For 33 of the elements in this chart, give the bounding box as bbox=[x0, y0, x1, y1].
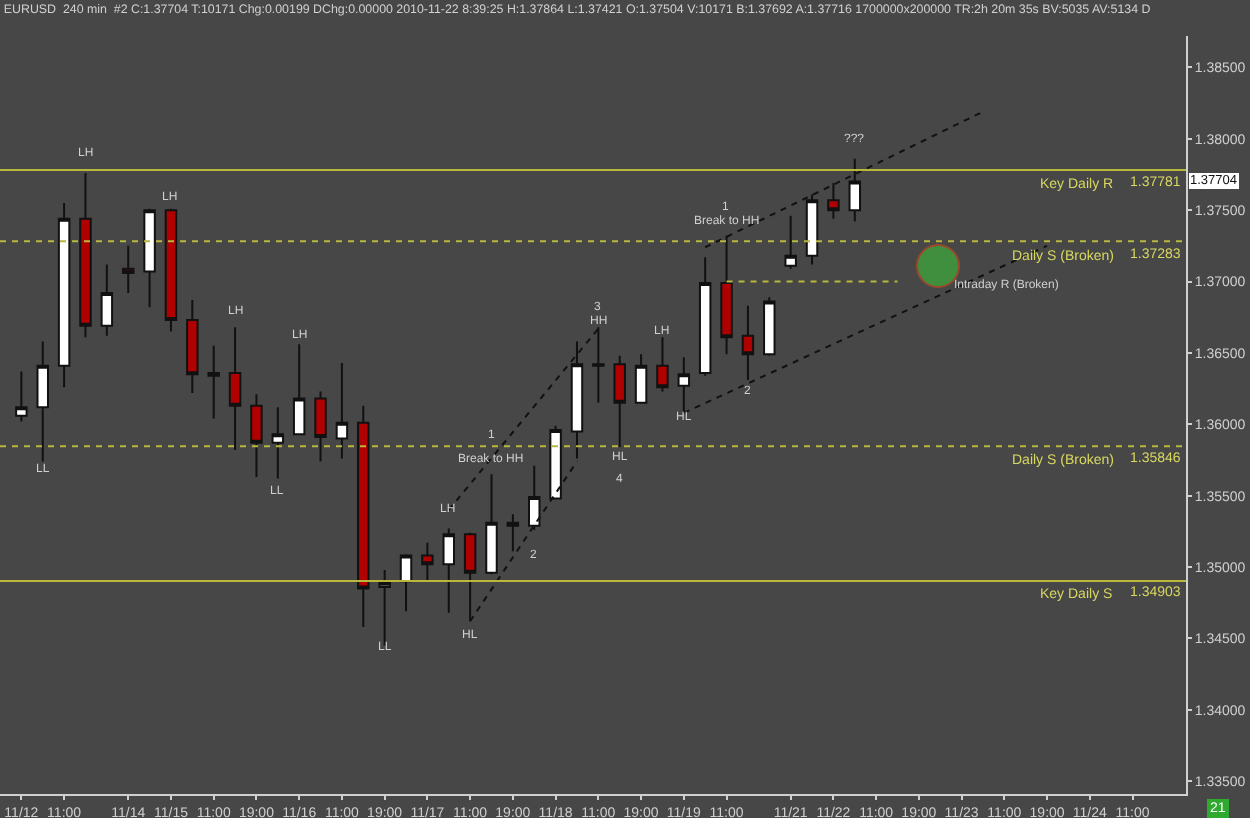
candlestick bbox=[57, 202, 71, 389]
candlestick bbox=[207, 344, 220, 420]
candlestick bbox=[634, 353, 648, 404]
candlestick bbox=[79, 172, 92, 339]
candlestick bbox=[143, 207, 156, 309]
candlestick bbox=[827, 182, 840, 220]
candlestick bbox=[763, 296, 776, 357]
candlestick bbox=[421, 541, 434, 583]
candlestick bbox=[485, 473, 498, 576]
candlestick bbox=[314, 390, 327, 463]
candlestick bbox=[271, 406, 285, 480]
candlestick bbox=[378, 568, 391, 647]
candlestick bbox=[186, 299, 199, 394]
candlestick bbox=[121, 244, 135, 294]
candlestick bbox=[570, 340, 584, 460]
candlestick bbox=[784, 214, 797, 270]
candlestick bbox=[698, 256, 712, 377]
candlestick bbox=[442, 527, 455, 614]
candlestick bbox=[15, 370, 28, 423]
candlestick bbox=[164, 207, 178, 333]
candlestick bbox=[848, 157, 862, 223]
candlestick bbox=[613, 354, 626, 449]
candlestick bbox=[399, 553, 413, 613]
candlestick bbox=[741, 304, 755, 382]
candlestick bbox=[656, 336, 669, 393]
candlestick bbox=[100, 263, 114, 337]
candlestick bbox=[506, 513, 520, 553]
candlestick bbox=[292, 343, 306, 436]
candlestick bbox=[250, 393, 263, 479]
candlestick bbox=[36, 340, 49, 463]
candlestick bbox=[335, 361, 349, 460]
candlestick bbox=[228, 326, 242, 451]
candlestick bbox=[357, 404, 370, 628]
